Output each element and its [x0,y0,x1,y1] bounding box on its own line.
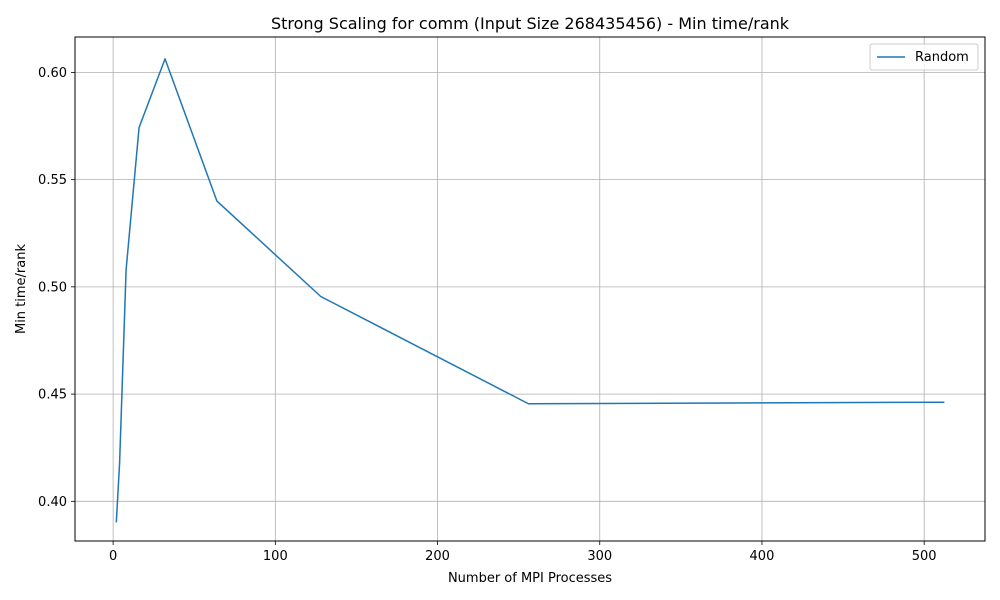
legend-label-random: Random [915,50,969,65]
x-tick-label: 400 [750,549,775,564]
legend: Random [869,43,979,71]
y-tick-label: 0.40 [38,495,67,510]
plot-frame [74,36,986,542]
grid [75,37,985,541]
x-tick-label: 300 [587,549,612,564]
chart-title: Strong Scaling for comm (Input Size 2684… [271,14,790,33]
x-tick-label: 500 [912,549,937,564]
x-tick-label: 200 [425,549,450,564]
x-axis-label: Number of MPI Processes [448,571,612,586]
x-tick-label: 0 [109,549,117,564]
y-tick-label: 0.45 [38,388,67,403]
y-axis-label: Min time/rank [14,244,29,335]
axis-ticks: 0 100 200 300 400 500 0.40 0.45 0.50 0.55 0.60 [38,66,937,564]
series-layer [115,58,945,523]
series-line-random [115,58,945,523]
y-tick-label: 0.50 [38,280,67,295]
x-tick-label: 100 [263,549,288,564]
y-tick-label: 0.55 [38,173,67,188]
legend-box [869,43,979,71]
y-tick-label: 0.60 [38,66,67,81]
